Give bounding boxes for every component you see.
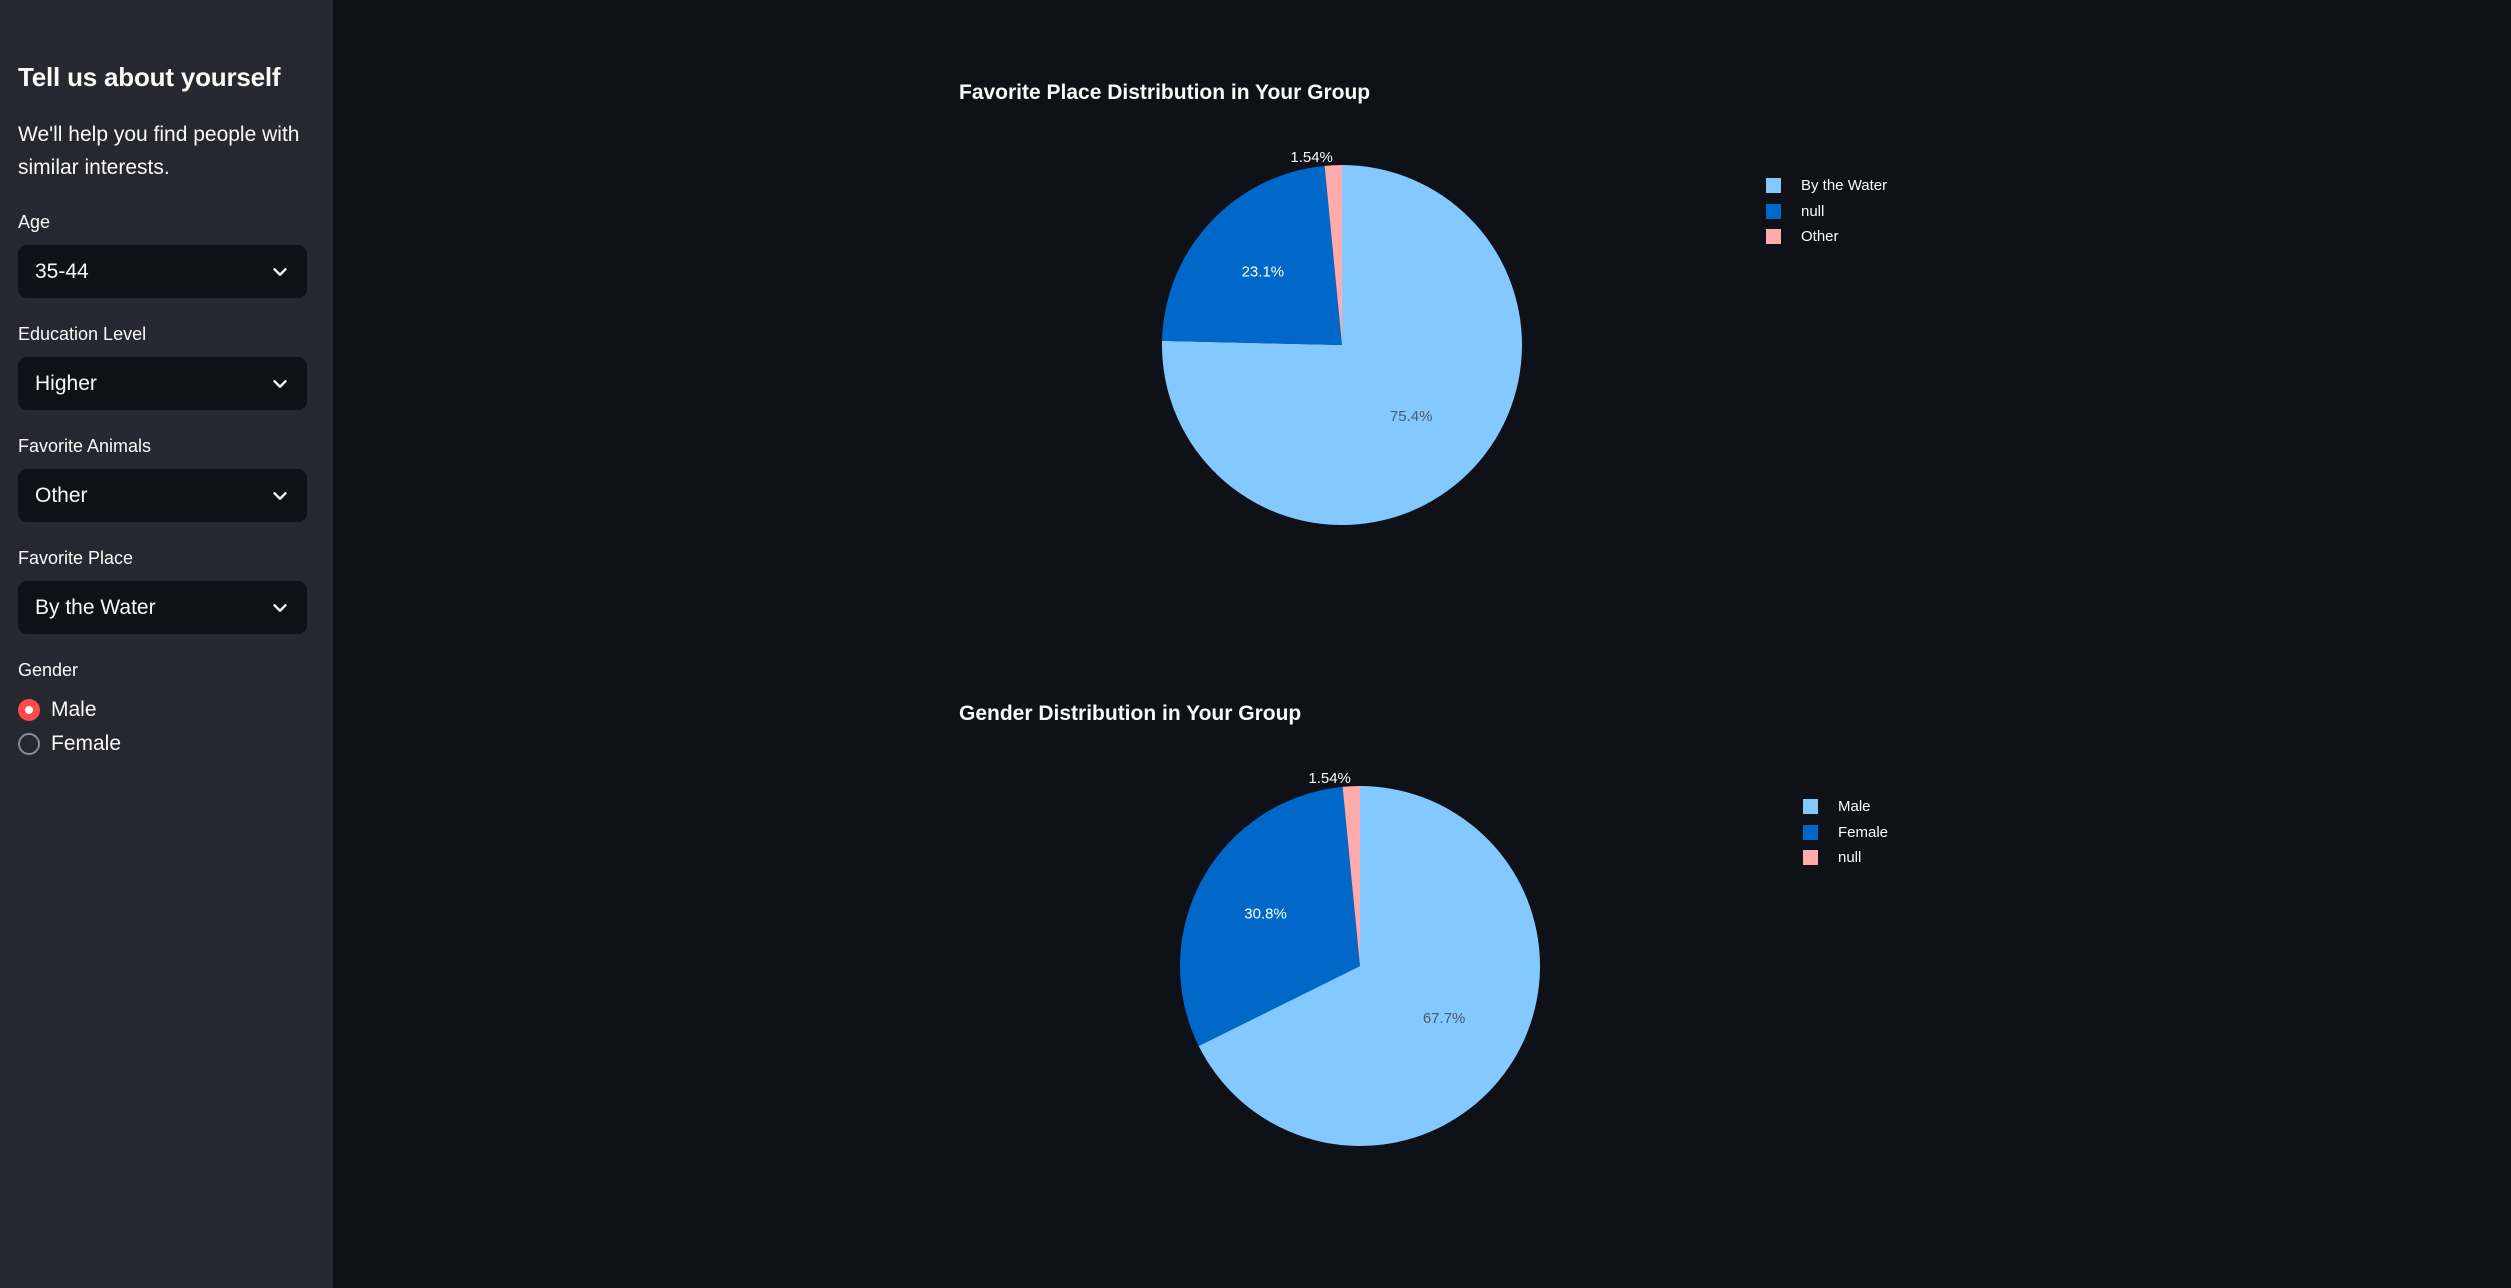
age-label: Age bbox=[18, 212, 51, 232]
favorite-animals-select-value: Other bbox=[35, 483, 88, 507]
legend-label: Female bbox=[1838, 823, 1889, 841]
pie-slice-female[interactable] bbox=[1179, 786, 1360, 1046]
favorite-place-label: Favorite Place bbox=[18, 548, 134, 568]
education-select-value: Higher bbox=[35, 371, 97, 395]
legend-label: By the Water bbox=[1801, 177, 1888, 195]
chart-title-gender: Gender Distribution in Your Group bbox=[959, 702, 1302, 725]
pie-slice-by-the-water[interactable] bbox=[1162, 165, 1523, 525]
legend-swatch bbox=[1766, 178, 1781, 194]
favorite-animals-select[interactable]: Other bbox=[18, 469, 307, 522]
pie-slice-null[interactable] bbox=[1342, 786, 1360, 966]
pie-slice-male[interactable] bbox=[1198, 786, 1540, 1146]
legend-label: Other bbox=[1801, 228, 1839, 246]
pie-value-label: 75.4% bbox=[1390, 408, 1433, 425]
legend-label: null bbox=[1801, 202, 1825, 220]
legend-label: null bbox=[1838, 849, 1862, 867]
chevron-down-icon bbox=[273, 379, 287, 388]
sidebar: Tell us about yourself We'll help you fi… bbox=[0, 0, 333, 1288]
favorite-animals-label: Favorite Animals bbox=[18, 436, 152, 456]
pie-value-label: 1.54% bbox=[1290, 149, 1333, 166]
gender-radio-male[interactable]: Male bbox=[18, 698, 97, 722]
pie-value-label: 67.7% bbox=[1423, 1010, 1466, 1027]
gender-option-label: Male bbox=[51, 698, 97, 721]
education-select[interactable]: Higher bbox=[18, 357, 307, 410]
education-label: Education Level bbox=[18, 324, 147, 344]
chevron-down-icon bbox=[273, 491, 287, 500]
legend-item[interactable]: null bbox=[1766, 199, 1887, 225]
gender-option-label: Female bbox=[51, 732, 122, 755]
pie-value-label: 30.8% bbox=[1244, 906, 1287, 923]
sidebar-title: Tell us about yourself bbox=[18, 62, 281, 92]
chart-title-favorite-place: Favorite Place Distribution in Your Grou… bbox=[959, 81, 1371, 104]
favorite-place-legend: By the Water null Other bbox=[1766, 173, 1887, 250]
radio-selected-icon bbox=[18, 699, 40, 721]
pie-value-label: 23.1% bbox=[1242, 263, 1285, 280]
pie-slice-other[interactable] bbox=[1324, 165, 1342, 345]
age-select[interactable]: 35-44 bbox=[18, 245, 307, 298]
legend-item[interactable]: null bbox=[1803, 845, 1888, 871]
legend-item[interactable]: Male bbox=[1803, 794, 1888, 820]
legend-item[interactable]: Female bbox=[1803, 820, 1888, 846]
pie-slice-null[interactable] bbox=[1162, 165, 1342, 345]
legend-label: Male bbox=[1838, 798, 1871, 816]
sidebar-description: We'll help you find people with similar … bbox=[18, 123, 300, 179]
legend-item[interactable]: By the Water bbox=[1766, 173, 1887, 199]
legend-swatch bbox=[1803, 824, 1818, 840]
chevron-down-icon bbox=[273, 267, 287, 276]
favorite-place-select[interactable]: By the Water bbox=[18, 581, 307, 634]
legend-swatch bbox=[1803, 850, 1818, 866]
radio-unselected-icon bbox=[18, 733, 40, 755]
gender-label: Gender bbox=[18, 660, 79, 680]
favorite-place-select-value: By the Water bbox=[35, 595, 156, 619]
gender-radio-female[interactable]: Female bbox=[18, 732, 121, 756]
chevron-down-icon bbox=[273, 603, 287, 612]
gender-legend: Male Female null bbox=[1803, 794, 1888, 871]
legend-swatch bbox=[1803, 799, 1818, 815]
legend-item[interactable]: Other bbox=[1766, 224, 1887, 250]
pie-value-label: 1.54% bbox=[1308, 770, 1351, 787]
age-select-value: 35-44 bbox=[35, 259, 89, 283]
legend-swatch bbox=[1766, 203, 1781, 219]
legend-swatch bbox=[1766, 229, 1781, 245]
